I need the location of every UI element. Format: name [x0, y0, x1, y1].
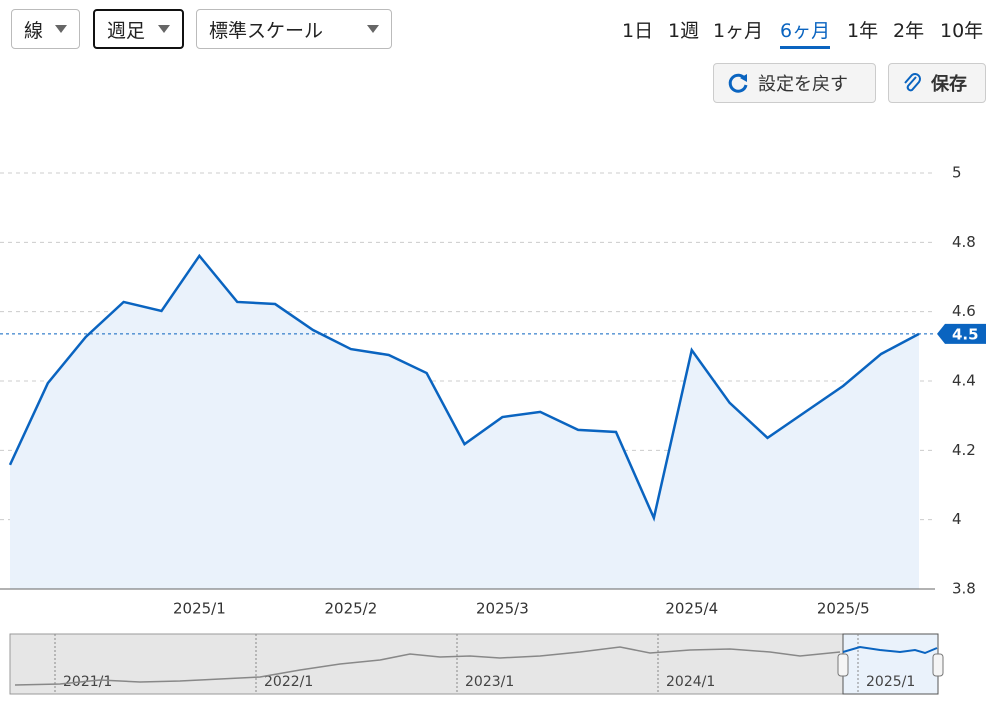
x-tick-label: 2025/3 — [476, 600, 529, 618]
y-tick-label: 4.8 — [952, 233, 976, 251]
current-price-label: 4.5 — [952, 325, 979, 343]
y-tick-label: 4.6 — [952, 302, 976, 320]
range-button[interactable]: 10年 — [940, 20, 984, 42]
scale-select[interactable]: 標準スケール — [196, 9, 392, 49]
range-button[interactable]: 1日 — [622, 20, 654, 42]
navigator-label: 2022/1 — [264, 674, 313, 690]
save-button[interactable]: 保存 — [888, 63, 986, 103]
navigator-label: 2023/1 — [465, 674, 514, 690]
y-tick-label: 4.2 — [952, 441, 976, 459]
price-line — [8, 253, 920, 522]
navigator-bg — [9, 633, 939, 695]
label: 標準スケール — [209, 19, 324, 42]
chart-type-select[interactable]: 線 — [11, 9, 80, 49]
label: 線 — [24, 19, 44, 42]
navigator-line — [14, 646, 841, 686]
range-button[interactable]: 6ヶ月 — [780, 16, 831, 49]
range-button[interactable]: 1週 — [668, 20, 700, 42]
navigator-line-window — [842, 645, 938, 655]
y-tick-label: 4 — [952, 510, 962, 528]
reset-button[interactable]: 設定を戻す — [713, 63, 876, 103]
navigator-handle — [837, 653, 849, 677]
x-tick-label: 2025/1 — [173, 600, 226, 618]
y-tick-label: 5 — [952, 164, 962, 182]
x-tick-label: 2025/4 — [665, 600, 718, 618]
navigator-label: 2021/1 — [63, 674, 112, 690]
y-tick-label: 3.8 — [952, 580, 976, 598]
navigator-handle — [932, 653, 944, 677]
interval-select[interactable]: 週足 — [93, 9, 184, 49]
label: 保存 — [931, 74, 967, 95]
range-button[interactable]: 2年 — [893, 20, 925, 42]
area — [10, 255, 919, 589]
label: 週足 — [107, 19, 146, 42]
range-button[interactable]: 1ヶ月 — [713, 20, 764, 42]
navigator-label: 2025/1 — [866, 674, 915, 690]
x-tick-label: 2025/5 — [817, 600, 870, 618]
clip-icon — [904, 73, 921, 92]
reset-icon — [728, 73, 748, 93]
range-button[interactable]: 1年 — [847, 20, 879, 42]
current-price-tag — [937, 323, 986, 344]
label: 設定を戻す — [758, 74, 848, 95]
y-tick-label: 4.4 — [952, 372, 976, 390]
navigator-label: 2024/1 — [666, 674, 715, 690]
x-tick-label: 2025/2 — [324, 600, 377, 618]
